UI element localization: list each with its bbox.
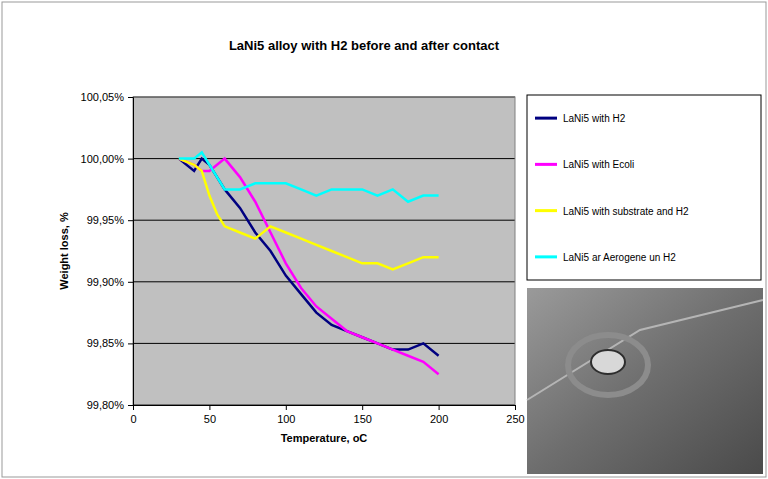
x-tick: 150 (354, 405, 372, 425)
y-tick-mark (128, 343, 133, 344)
y-tick-mark (128, 97, 133, 98)
x-axis-line (134, 406, 516, 411)
legend-label: LaNi5 with Ecoli (563, 159, 634, 170)
y-tick: 100,00% (81, 153, 133, 165)
legend-label: LaNi5 with H2 (563, 113, 626, 124)
x-tick-mark (515, 405, 516, 410)
x-tick-mark (286, 405, 287, 410)
chart-frame (2, 2, 766, 477)
x-tick: 100 (277, 405, 295, 425)
x-axis: 0 50 100 150 200 250 (130, 405, 524, 425)
y-tick-mark (128, 405, 133, 406)
chart: LaNi5 alloy with H2 before and after con… (0, 0, 768, 479)
legend-box (527, 95, 761, 280)
y-tick: 100,05% (81, 91, 133, 103)
y-tick-label: 99,95% (87, 214, 125, 226)
y-tick-label: 99,90% (87, 276, 125, 288)
series-line (179, 159, 439, 356)
legend-swatch (535, 255, 557, 258)
legend: LaNi5 with H2 LaNi5 with Ecoli LaNi5 with … (527, 95, 761, 280)
x-axis-title: Temperature, oC (281, 432, 368, 444)
inset-background (527, 288, 763, 474)
x-tick: 200 (430, 405, 448, 425)
x-tick-label: 150 (354, 413, 372, 425)
legend-label: LaNi5 with substrate and H2 (563, 206, 689, 217)
series-group (179, 152, 439, 374)
x-tick-mark (439, 405, 440, 410)
legend-label: LaNi5 ar Aerogene un H2 (563, 252, 676, 263)
y-axis-line (128, 98, 134, 406)
x-tick-label: 100 (277, 413, 295, 425)
inset-edge (527, 300, 763, 400)
series-line (179, 159, 439, 375)
inset-image (527, 288, 763, 474)
y-tick-label: 100,05% (81, 91, 125, 103)
x-tick: 50 (204, 405, 216, 425)
y-tick: 99,95% (87, 214, 133, 226)
plot-frame (133, 97, 515, 405)
y-tick-label: 99,80% (87, 399, 125, 411)
series-line (179, 159, 439, 270)
grid (133, 97, 515, 405)
legend-swatch (535, 117, 557, 120)
x-tick-label: 0 (130, 413, 136, 425)
chart-title: LaNi5 alloy with H2 before and after con… (229, 38, 500, 53)
x-tick-mark (209, 405, 210, 410)
grid-line (133, 220, 515, 221)
legend-swatch (535, 163, 557, 166)
x-tick-mark (362, 405, 363, 410)
x-tick: 0 (130, 405, 136, 425)
legend-swatch (535, 209, 557, 212)
x-tick-label: 50 (204, 413, 216, 425)
y-tick-mark (128, 220, 133, 221)
grid-line (133, 343, 515, 344)
y-tick: 99,90% (87, 276, 133, 288)
y-tick-mark (128, 282, 133, 283)
grid-line (133, 281, 515, 282)
y-tick-label: 100,00% (81, 153, 125, 165)
inset-halo (568, 335, 648, 395)
y-tick-label: 99,85% (87, 337, 125, 349)
y-tick-mark (128, 159, 133, 160)
y-tick: 99,80% (87, 399, 133, 411)
x-tick-label: 200 (430, 413, 448, 425)
x-tick: 250 (506, 405, 524, 425)
y-tick: 99,85% (87, 337, 133, 349)
plot-area (133, 97, 515, 405)
inset-particle (591, 350, 625, 374)
y-axis: 99,80% 99,85% 99,90% 99,95% 100,00% 100,05% (81, 91, 134, 411)
x-tick-mark (133, 405, 134, 410)
x-tick-label: 250 (506, 413, 524, 425)
series-line (179, 152, 439, 201)
y-axis-title: Weight loss, % (58, 212, 70, 290)
